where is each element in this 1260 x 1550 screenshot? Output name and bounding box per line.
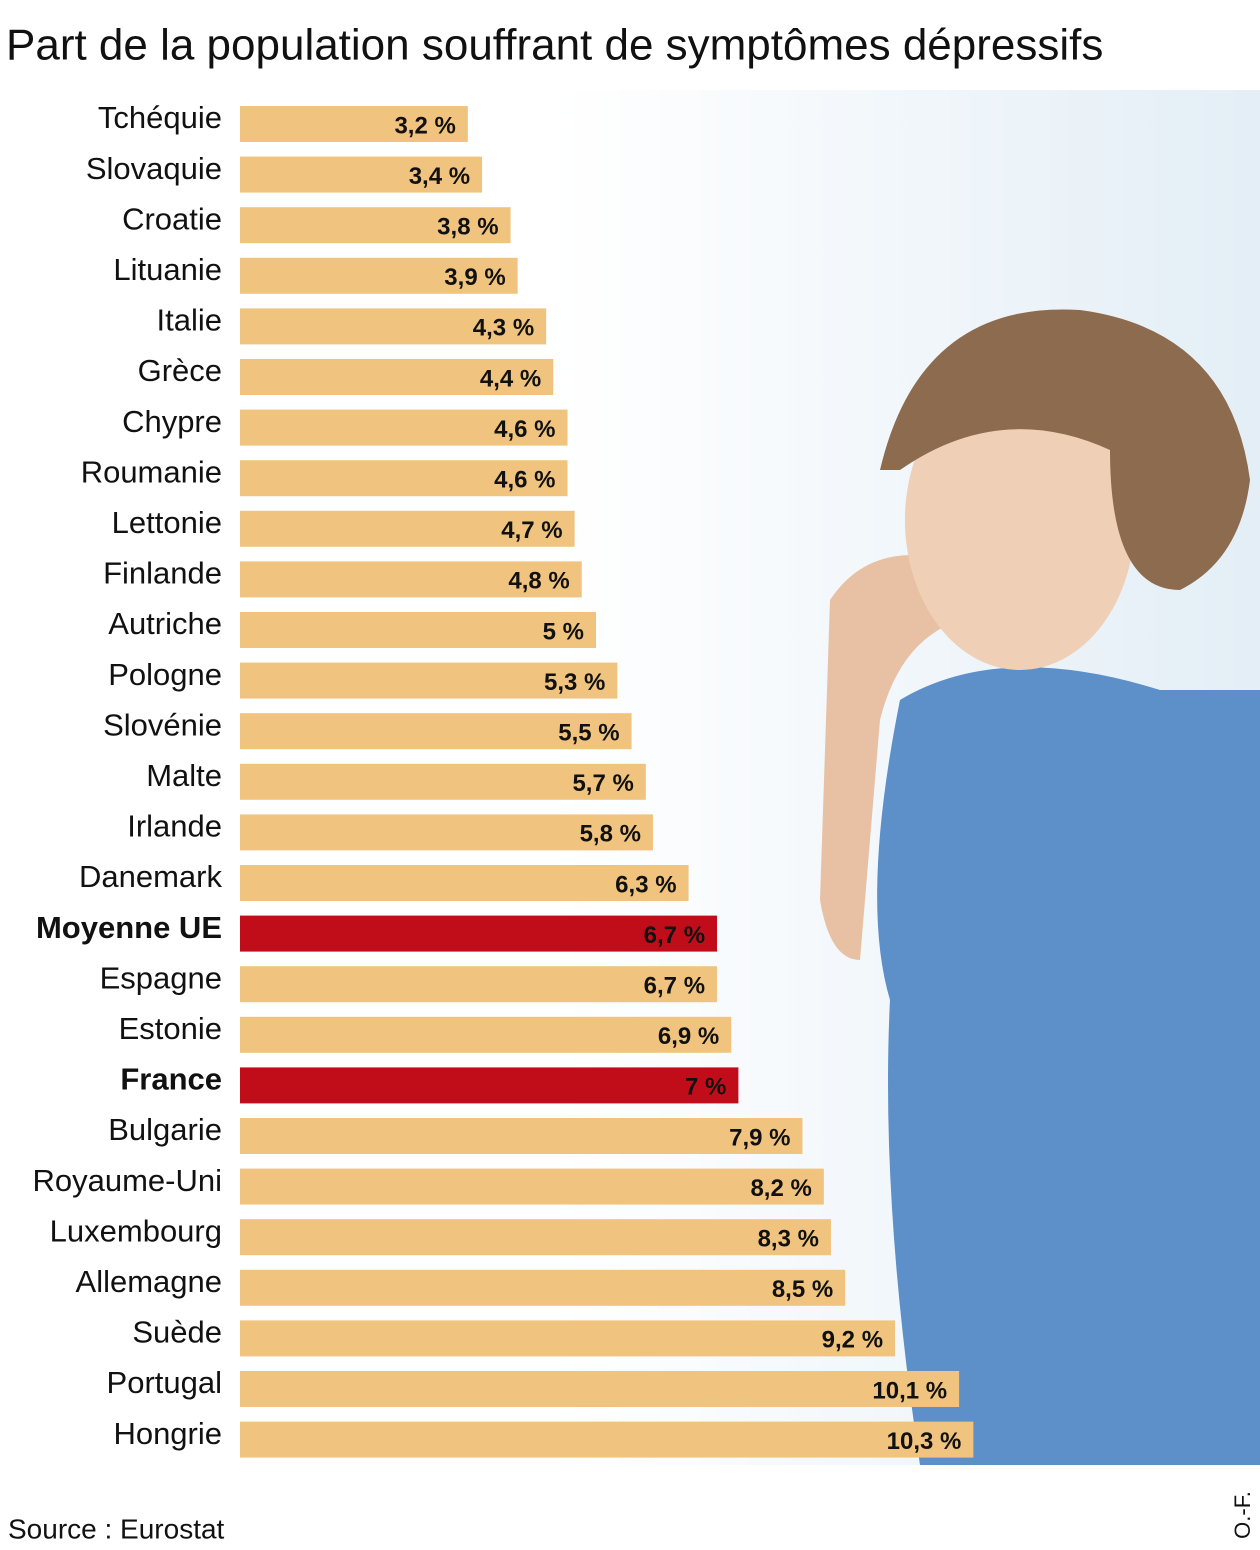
value-label: 8,2 % bbox=[750, 1175, 811, 1202]
value-label: 9,2 % bbox=[822, 1327, 883, 1354]
value-label: 5,7 % bbox=[572, 770, 633, 797]
category-label: Malte bbox=[146, 758, 222, 793]
bar bbox=[240, 308, 547, 345]
category-label: Espagne bbox=[100, 960, 222, 995]
category-label: France bbox=[120, 1062, 222, 1097]
bar bbox=[240, 460, 568, 497]
value-label: 8,5 % bbox=[772, 1276, 833, 1303]
bar bbox=[240, 1320, 896, 1357]
bar bbox=[240, 510, 575, 547]
bar bbox=[240, 1118, 803, 1154]
bar bbox=[240, 1067, 739, 1104]
value-label: 4,6 % bbox=[494, 467, 555, 494]
category-label: Suède bbox=[132, 1315, 222, 1350]
bar bbox=[240, 106, 468, 142]
bar bbox=[240, 1168, 824, 1205]
bar bbox=[240, 409, 568, 446]
category-label: Lituanie bbox=[113, 252, 222, 287]
category-label: Autriche bbox=[108, 606, 222, 641]
bar bbox=[240, 763, 646, 800]
value-label: 5,5 % bbox=[558, 720, 619, 747]
category-label: Roumanie bbox=[81, 454, 222, 489]
category-label: Slovénie bbox=[103, 707, 222, 742]
bar bbox=[240, 865, 689, 901]
category-label: Pologne bbox=[108, 657, 222, 692]
value-label: 5,8 % bbox=[580, 821, 641, 848]
category-label: Finlande bbox=[103, 556, 222, 591]
category-label: Moyenne UE bbox=[36, 910, 222, 945]
bar bbox=[240, 359, 554, 395]
category-label: Portugal bbox=[107, 1365, 222, 1400]
bar bbox=[240, 1016, 732, 1053]
category-label: Bulgarie bbox=[108, 1112, 222, 1147]
value-label: 5 % bbox=[543, 618, 584, 645]
bar bbox=[240, 561, 582, 598]
bar bbox=[240, 1219, 831, 1256]
bar bbox=[240, 713, 632, 750]
value-label: 3,8 % bbox=[437, 214, 498, 241]
value-label: 4,6 % bbox=[494, 416, 555, 443]
credit: O.-F. bbox=[1230, 1491, 1255, 1539]
value-label: 6,9 % bbox=[658, 1023, 719, 1050]
value-label: 3,2 % bbox=[394, 112, 455, 139]
bar bbox=[240, 814, 653, 851]
category-label: Allemagne bbox=[76, 1264, 222, 1299]
bar bbox=[240, 156, 483, 193]
value-label: 4,7 % bbox=[501, 517, 562, 544]
bar bbox=[240, 257, 518, 294]
source: Source : Eurostat bbox=[8, 1513, 225, 1544]
category-label: Estonie bbox=[119, 1011, 222, 1046]
bar bbox=[240, 966, 718, 1003]
value-label: 6,3 % bbox=[615, 871, 676, 898]
category-label: Lettonie bbox=[112, 505, 222, 540]
category-label: Croatie bbox=[122, 201, 222, 236]
bar bbox=[240, 1371, 960, 1407]
category-label: Slovaquie bbox=[86, 151, 222, 186]
value-label: 6,7 % bbox=[644, 922, 705, 949]
category-label: Irlande bbox=[127, 809, 222, 844]
category-label: Tchéquie bbox=[98, 100, 222, 135]
bar bbox=[240, 662, 618, 699]
bar bbox=[240, 1421, 974, 1458]
chart-title: Part de la population souffrant de sympt… bbox=[6, 21, 1103, 70]
value-label: 8,3 % bbox=[758, 1226, 819, 1253]
bar bbox=[240, 915, 718, 952]
value-label: 4,8 % bbox=[508, 568, 569, 595]
category-label: Hongrie bbox=[113, 1416, 222, 1451]
category-label: Danemark bbox=[79, 859, 222, 894]
value-label: 4,3 % bbox=[473, 315, 534, 342]
category-label: Italie bbox=[157, 303, 222, 338]
value-label: 3,9 % bbox=[444, 264, 505, 291]
category-label: Royaume-Uni bbox=[32, 1163, 222, 1198]
value-label: 10,3 % bbox=[887, 1428, 962, 1455]
category-label: Chypre bbox=[122, 404, 222, 439]
value-label: 5,3 % bbox=[544, 669, 605, 696]
value-label: 4,4 % bbox=[480, 365, 541, 392]
category-label: Grèce bbox=[138, 353, 222, 388]
bar bbox=[240, 612, 596, 648]
value-label: 10,1 % bbox=[872, 1377, 947, 1404]
category-label: Luxembourg bbox=[50, 1213, 222, 1248]
value-label: 6,7 % bbox=[644, 973, 705, 1000]
value-label: 3,4 % bbox=[409, 163, 470, 190]
value-label: 7,9 % bbox=[729, 1124, 790, 1151]
value-label: 7 % bbox=[685, 1074, 726, 1101]
bar bbox=[240, 1269, 846, 1306]
photo-figure bbox=[820, 309, 1260, 1465]
bar bbox=[240, 207, 511, 244]
